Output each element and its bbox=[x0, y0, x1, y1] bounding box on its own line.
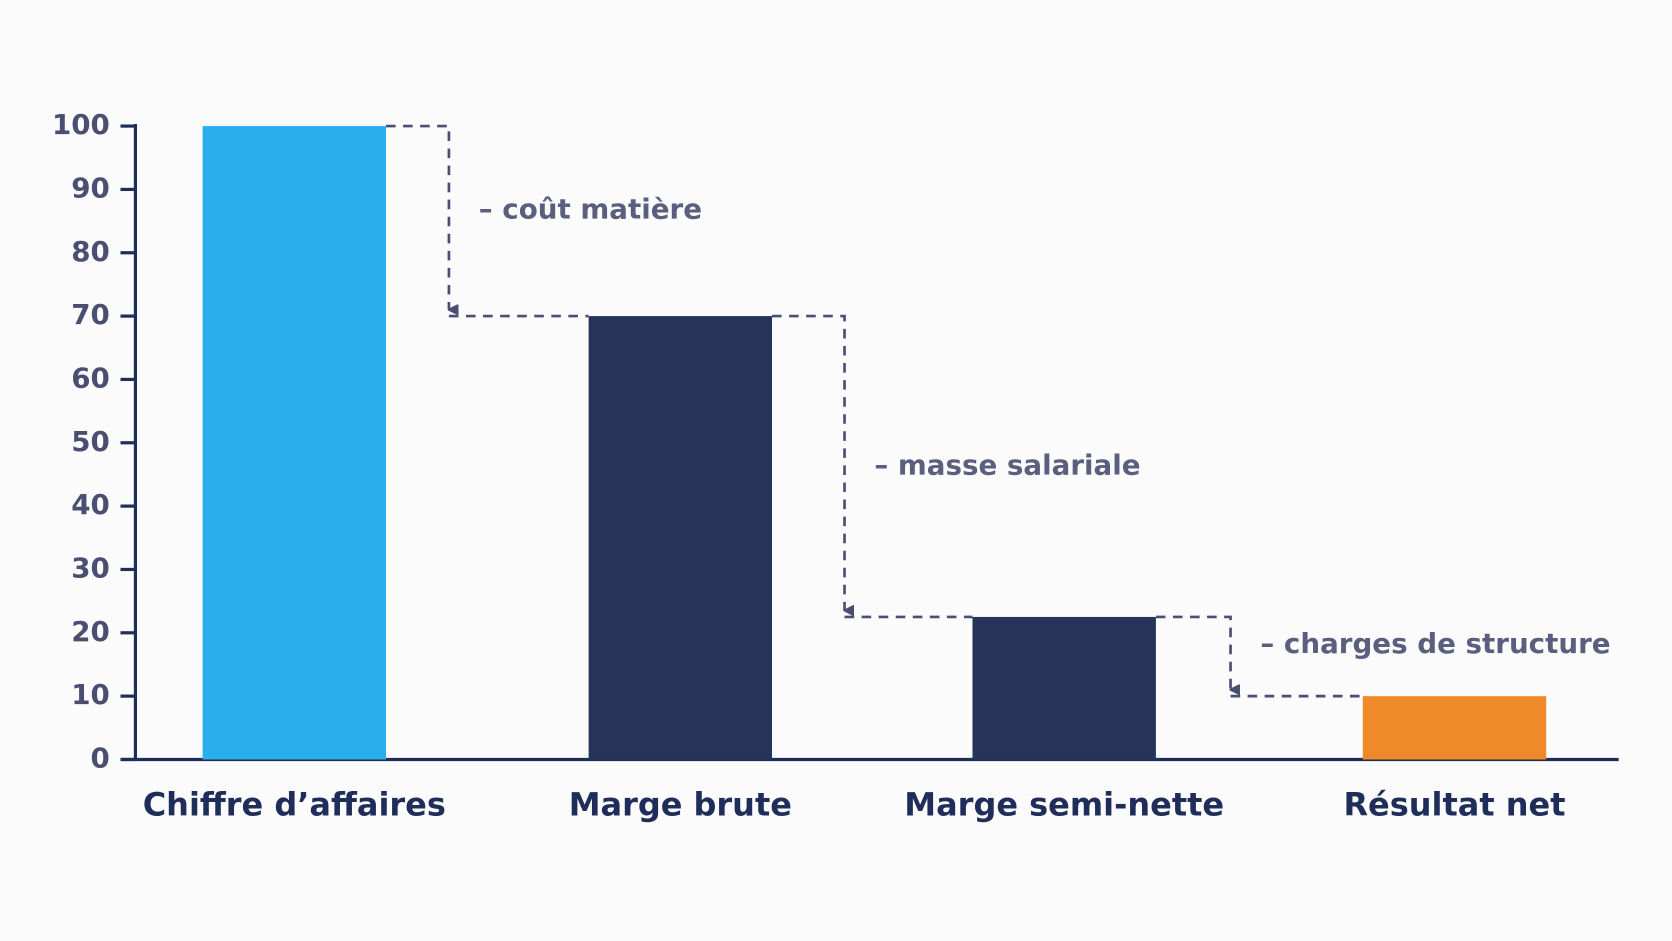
x-tick-label: Marge semi-nette bbox=[904, 785, 1224, 823]
annotation: – coût matière bbox=[479, 192, 702, 225]
bar bbox=[588, 316, 773, 760]
annotation: – masse salariale bbox=[874, 449, 1140, 482]
y-tick-label: 60 bbox=[71, 361, 110, 394]
y-tick-label: 80 bbox=[71, 235, 110, 268]
y-tick-label: 90 bbox=[71, 171, 110, 204]
bar bbox=[1362, 696, 1547, 760]
x-tick-label: Chiffre d’affaires bbox=[143, 785, 446, 823]
connector bbox=[1155, 615, 1231, 690]
y-tick-label: 70 bbox=[71, 298, 110, 331]
y-tick-label: 10 bbox=[71, 678, 110, 711]
y-tick-label: 20 bbox=[71, 615, 110, 648]
connector bbox=[772, 314, 845, 610]
annotation: – charges de structure bbox=[1260, 627, 1610, 660]
y-tick-label: 30 bbox=[71, 551, 110, 584]
x-tick-label: Résultat net bbox=[1343, 785, 1565, 823]
bar bbox=[972, 616, 1156, 760]
x-tick-label: Marge brute bbox=[569, 785, 792, 823]
y-tick-label: 0 bbox=[91, 741, 110, 774]
y-tick-label: 100 bbox=[52, 108, 110, 141]
y-tick-label: 50 bbox=[71, 425, 110, 458]
bar bbox=[202, 126, 387, 760]
y-tick-label: 40 bbox=[71, 488, 110, 521]
connector bbox=[386, 124, 449, 310]
